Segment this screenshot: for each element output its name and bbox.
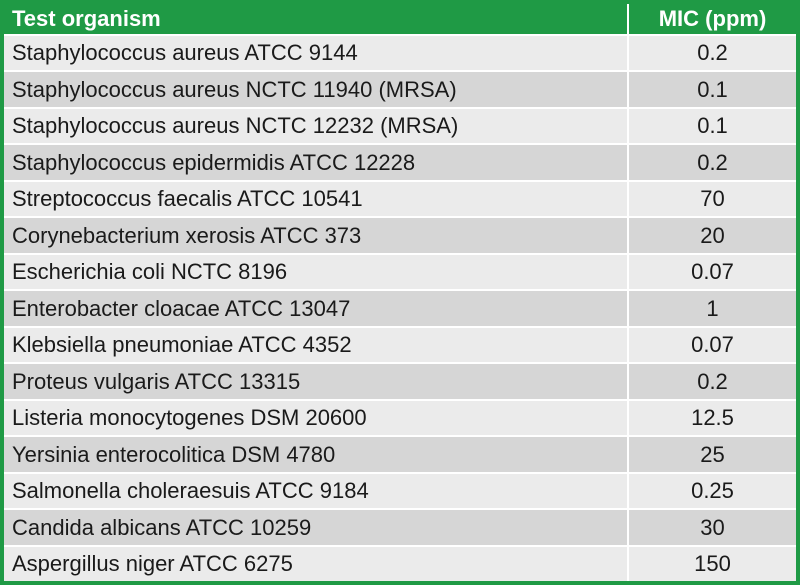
table-row: Proteus vulgaris ATCC 13315 0.2 [4,362,796,401]
mic-cell: 0.2 [627,362,796,401]
table-row: Klebsiella pneumoniae ATCC 4352 0.07 [4,325,796,365]
mic-cell: 70 [627,179,796,219]
table-row: Escherichia coli NCTC 8196 0.07 [4,252,796,292]
mic-cell: 0.1 [627,70,796,109]
table-row: Corynebacterium xerosis ATCC 373 20 [4,216,796,255]
header-cell: Test organism [4,4,629,36]
mic-table: Test organism MIC (ppm) Staphylococcus a… [4,4,796,581]
organism-cell: Aspergillus niger ATCC 6275 [4,544,629,581]
table-body: Staphylococcus aureus ATCC 9144 0.2 Staphy… [4,33,796,581]
organism-cell: Klebsiella pneumoniae ATCC 4352 [4,325,629,365]
mic-cell: 25 [627,435,796,474]
organism-cell: Staphylococcus epidermidis ATCC 12228 [4,143,629,182]
organism-cell: Staphylococcus aureus NCTC 12232 (MRSA) [4,106,629,146]
organism-cell: Streptococcus faecalis ATCC 10541 [4,179,629,219]
table-row: Salmonella choleraesuis ATCC 9184 0.25 [4,471,796,511]
mic-cell: 150 [627,544,796,581]
mic-cell: 1 [627,289,796,328]
mic-cell: 0.07 [627,252,796,292]
organism-cell: Enterobacter cloacae ATCC 13047 [4,289,629,328]
table-row: Yersinia enterocolitica DSM 4780 25 [4,435,796,474]
organism-cell: Candida albicans ATCC 10259 [4,508,629,547]
table-row: Staphylococcus aureus NCTC 12232 (MRSA) 0… [4,106,796,146]
organism-cell: Corynebacterium xerosis ATCC 373 [4,216,629,255]
organism-cell: Staphylococcus aureus NCTC 11940 (MRSA) [4,70,629,109]
table-row: Streptococcus faecalis ATCC 10541 70 [4,179,796,219]
table-row: Aspergillus niger ATCC 6275 150 [4,544,796,581]
organism-cell: Proteus vulgaris ATCC 13315 [4,362,629,401]
header-row: Test organism MIC (ppm) [4,4,796,36]
mic-cell: 0.25 [627,471,796,511]
mic-cell: 0.07 [627,325,796,365]
table-row: Enterobacter cloacae ATCC 13047 1 [4,289,796,328]
organism-cell: Salmonella choleraesuis ATCC 9184 [4,471,629,511]
organism-cell: Listeria monocytogenes DSM 20600 [4,398,629,438]
mic-cell: 0.2 [627,33,796,73]
header-cell: MIC (ppm) [627,4,796,36]
organism-cell: Staphylococcus aureus ATCC 9144 [4,33,629,73]
organism-cell: Yersinia enterocolitica DSM 4780 [4,435,629,474]
mic-cell: 20 [627,216,796,255]
organism-cell: Escherichia coli NCTC 8196 [4,252,629,292]
table-row: Staphylococcus aureus ATCC 9144 0.2 [4,33,796,73]
mic-cell: 12.5 [627,398,796,438]
mic-cell: 30 [627,508,796,547]
mic-cell: 0.2 [627,143,796,182]
table-row: Staphylococcus epidermidis ATCC 12228 0.2 [4,143,796,182]
table-row: Candida albicans ATCC 10259 30 [4,508,796,547]
table-row: Listeria monocytogenes DSM 20600 12.5 [4,398,796,438]
mic-cell: 0.1 [627,106,796,146]
table-row: Staphylococcus aureus NCTC 11940 (MRSA) 0… [4,70,796,109]
